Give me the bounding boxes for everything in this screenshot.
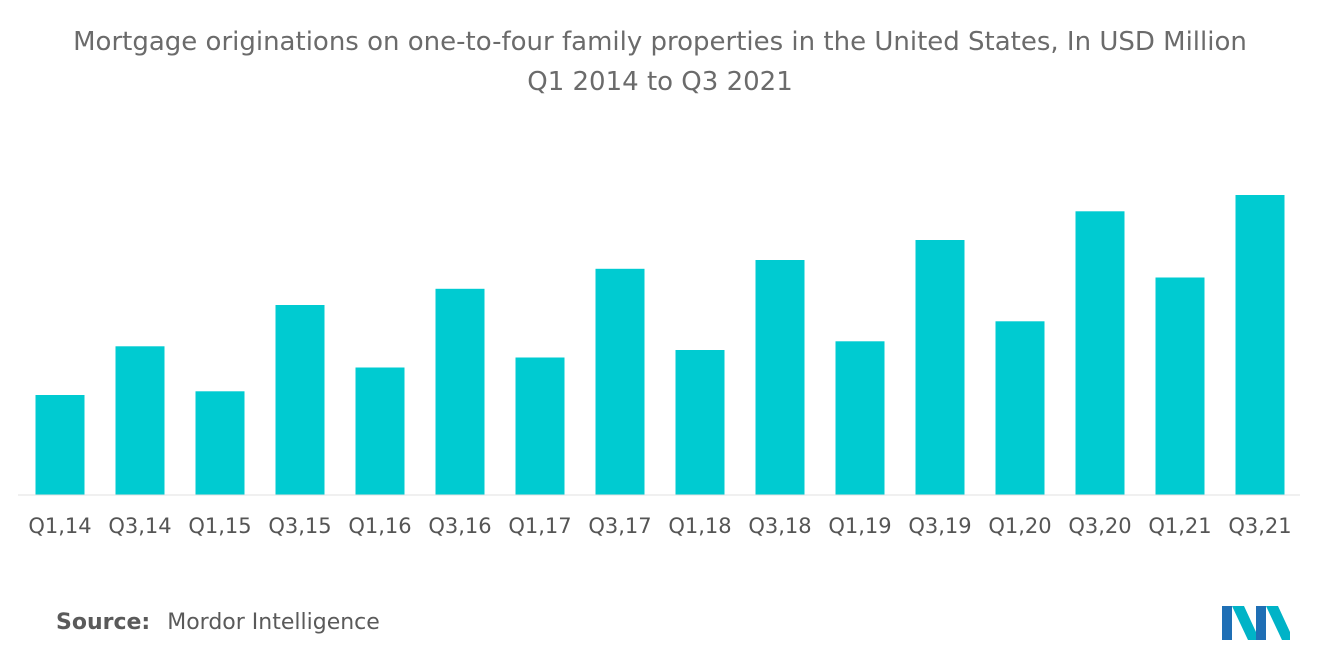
bar-q3-20	[1075, 211, 1125, 496]
bar-q1-19	[835, 341, 885, 496]
x-tick-label: Q3,18	[748, 514, 811, 538]
bar-q3-15	[275, 305, 325, 495]
bar-q1-17	[515, 357, 565, 495]
bar-q3-16	[435, 288, 485, 496]
bar-q1-16	[355, 367, 405, 495]
mordor-intelligence-logo-icon	[1222, 606, 1290, 640]
bar-q1-21	[1155, 277, 1205, 495]
bar-q3-17	[595, 268, 645, 496]
x-axis-tick-labels: Q1,14 Q3,14 Q1,15 Q3,15 Q1,16 Q3,16 Q1,17 Q3,17…	[28, 514, 1291, 538]
source-value: Mordor Intelligence	[167, 610, 380, 635]
x-tick-label: Q3,19	[908, 514, 971, 538]
x-tick-label: Q1,21	[1148, 514, 1211, 538]
chart-title: Mortgage originations on one-to-four fam…	[73, 27, 1247, 57]
bar-q1-20	[995, 321, 1045, 496]
x-tick-label: Q3,20	[1068, 514, 1131, 538]
x-tick-label: Q3,15	[268, 514, 331, 538]
source-footer: Source: Mordor Intelligence	[56, 610, 380, 635]
x-tick-label: Q1,20	[988, 514, 1051, 538]
bar-q1-15	[195, 391, 245, 496]
x-tick-label: Q3,17	[588, 514, 651, 538]
x-tick-label: Q1,19	[828, 514, 891, 538]
bar-q1-18	[675, 350, 725, 495]
x-tick-label: Q3,16	[428, 514, 491, 538]
bar-group	[35, 195, 1285, 496]
bar-q1-14	[35, 395, 85, 495]
x-tick-label: Q3,21	[1228, 514, 1291, 538]
x-tick-label: Q3,14	[108, 514, 171, 538]
x-tick-label: Q1,15	[188, 514, 251, 538]
bar-q3-18	[755, 260, 805, 495]
bar-q3-19	[915, 240, 965, 495]
x-tick-label: Q1,18	[668, 514, 731, 538]
x-tick-label: Q1,14	[28, 514, 91, 538]
source-label: Source:	[56, 610, 151, 635]
x-tick-label: Q1,16	[348, 514, 411, 538]
bar-q3-14	[115, 346, 165, 496]
x-tick-label: Q1,17	[508, 514, 571, 538]
chart-subtitle: Q1 2014 to Q3 2021	[527, 67, 793, 97]
bar-q3-21	[1235, 195, 1285, 495]
